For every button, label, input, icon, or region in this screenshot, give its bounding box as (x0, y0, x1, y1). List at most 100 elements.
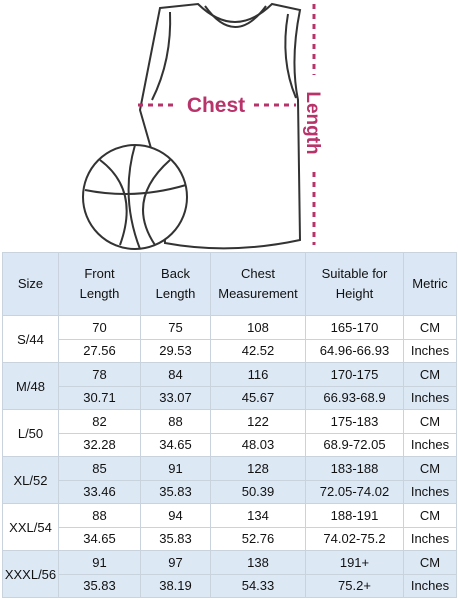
cell-text: 74.02-75.2 (323, 531, 386, 547)
size-row: 27.56 29.53 42.52 64.96-66.93 Inches (3, 338, 457, 363)
value-cell: 48.03 (210, 432, 306, 457)
value-cell: 88 (58, 503, 141, 528)
size-cell: XXL/54 (2, 503, 59, 551)
cell-text: 68.9-72.05 (323, 437, 386, 453)
value-cell: 66.93-68.9 (305, 385, 404, 410)
header-cell: Chest Measurement (210, 252, 306, 316)
cell-text: 78 (92, 366, 107, 382)
cell-text: 50.39 (241, 484, 275, 500)
value-cell: 64.96-66.93 (305, 338, 404, 363)
size-row: XXL/54 88 94 134 188-191 CM (2, 503, 457, 551)
value-cell: CM (403, 550, 457, 575)
value-cell: 54.33 (210, 573, 306, 598)
size-row: 30.71 33.07 45.67 66.93-68.9 Inches (3, 385, 457, 410)
cell-text: 91 (92, 554, 107, 570)
value-cell: 91 (58, 550, 141, 575)
value-cell: 175-183 (305, 409, 404, 434)
cell-text: 116 (247, 366, 269, 382)
value-cell: 33.07 (140, 385, 211, 410)
value-cell: 70 (58, 315, 141, 340)
size-cell: XXXL/56 (2, 550, 59, 598)
cell-text: 35.83 (159, 484, 192, 500)
value-cell: Inches (403, 479, 457, 504)
value-cell: 74.02-75.2 (305, 526, 404, 551)
cell-text: Inches (410, 531, 450, 547)
cell-text: Chest (241, 266, 275, 281)
cell-text: XL/52 (13, 472, 48, 488)
cell-text: CM (419, 507, 441, 523)
value-cell: 35.83 (58, 573, 141, 598)
cell-text: 165-170 (330, 319, 379, 335)
value-cell: 108 (210, 315, 306, 340)
value-cell: CM (403, 503, 457, 528)
value-cell: 45.67 (210, 385, 306, 410)
cell-text: Inches (410, 484, 450, 500)
value-cell: 97 (140, 550, 211, 575)
value-cell: 188-191 (305, 503, 404, 528)
cell-text: 170-175 (330, 366, 379, 382)
cell-text: 75.2+ (338, 578, 371, 594)
chest-label: Chest (187, 94, 245, 117)
cell-text: 91 (168, 460, 183, 476)
value-cell: 32.28 (58, 432, 141, 457)
cell-text: 52.76 (241, 531, 275, 547)
value-cell: 42.52 (210, 338, 306, 363)
cell-text: L/50 (17, 425, 44, 441)
value-cell: 34.65 (140, 432, 211, 457)
cell-text: 72.05-74.02 (319, 484, 390, 500)
header-row: Size Front Length Back Length Chest Measuremen… (2, 252, 457, 316)
cell-text: 48.03 (241, 437, 275, 453)
cell-text: 66.93-68.9 (323, 390, 386, 406)
cell-text: Front (84, 266, 115, 281)
cell-text: M/48 (16, 378, 45, 394)
value-cell: 85 (58, 456, 141, 481)
cell-text: 84 (168, 366, 183, 382)
size-cell: L/50 (2, 409, 59, 457)
value-cell: 30.71 (58, 385, 141, 410)
value-cell: Inches (403, 385, 457, 410)
value-cell: 72.05-74.02 (305, 479, 404, 504)
value-cell: 29.53 (140, 338, 211, 363)
value-cell: 27.56 (58, 338, 141, 363)
cell-text: Length (155, 286, 196, 301)
cell-text: Length (79, 286, 120, 301)
value-cell: 33.46 (58, 479, 141, 504)
cell-text: CM (419, 554, 441, 570)
cell-text: 88 (168, 413, 183, 429)
cell-text: 138 (247, 554, 269, 570)
size-row: S/44 70 75 108 165-170 CM (2, 315, 457, 363)
cell-text: 94 (168, 507, 183, 523)
cell-text: CM (419, 413, 441, 429)
cell-text: 183-188 (330, 460, 379, 476)
cell-text: 35.83 (159, 531, 192, 547)
cell-text: XXL/54 (9, 519, 52, 535)
value-cell: 128 (210, 456, 306, 481)
value-cell: 78 (58, 362, 141, 387)
value-cell: 91 (140, 456, 211, 481)
cell-text: 122 (247, 413, 269, 429)
cell-text: 134 (247, 507, 269, 523)
size-row: XL/52 85 91 128 183-188 CM (2, 456, 457, 504)
cell-text: 97 (168, 554, 183, 570)
cell-text: CM (419, 366, 441, 382)
cell-text: 175-183 (330, 413, 379, 429)
cell-text: 75 (168, 319, 183, 335)
cell-text: Back (161, 266, 190, 281)
cell-text: Suitable for (321, 266, 388, 281)
jersey-trim (151, 11, 172, 101)
cell-text: 34.65 (83, 531, 116, 547)
cell-text: 30.71 (83, 390, 116, 406)
cell-text: Inches (410, 343, 450, 359)
value-cell: 75 (140, 315, 211, 340)
cell-text: 32.28 (83, 437, 116, 453)
cell-text: 191+ (339, 554, 370, 570)
value-cell: Inches (403, 432, 457, 457)
cell-text: CM (419, 460, 441, 476)
size-row: XXXL/56 91 97 138 191+ CM (2, 550, 457, 598)
cell-text: 33.46 (83, 484, 116, 500)
cell-text: 33.07 (159, 390, 192, 406)
cell-text: 82 (92, 413, 107, 429)
value-cell: 84 (140, 362, 211, 387)
size-row: M/48 78 84 116 170-175 CM (2, 362, 457, 410)
